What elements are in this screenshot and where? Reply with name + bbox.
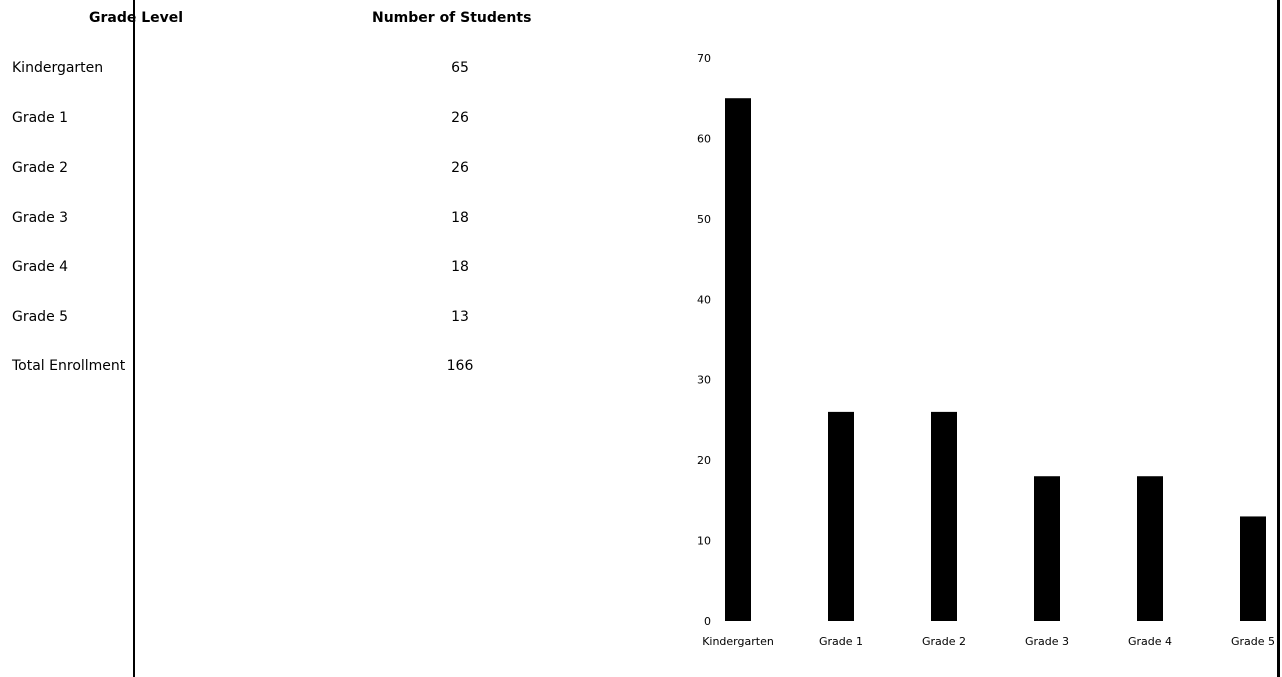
bar <box>1137 476 1163 621</box>
row-value: 166 <box>446 358 474 374</box>
row-label: Grade 4 <box>12 259 69 275</box>
bar <box>1240 516 1266 621</box>
table-header-number-of-students: Number of Students <box>372 10 532 26</box>
bar <box>1034 476 1060 621</box>
y-tick-label: 30 <box>697 374 711 387</box>
row-value: 26 <box>451 160 469 176</box>
x-tick-label: Grade 5 <box>1231 635 1275 648</box>
row-label: Grade 2 <box>12 160 69 176</box>
row-value: 18 <box>451 210 469 226</box>
x-tick-label: Grade 4 <box>1128 635 1172 648</box>
x-tick-label: Kindergarten <box>702 635 774 648</box>
x-tick-label: Grade 1 <box>819 635 863 648</box>
row-label: Grade 1 <box>12 110 69 126</box>
row-label: Total Enrollment <box>12 358 126 374</box>
row-value: 65 <box>451 60 469 76</box>
x-tick-label: Grade 2 <box>922 635 966 648</box>
row-label: Kindergarten <box>12 60 104 76</box>
y-tick-label: 0 <box>704 615 711 628</box>
y-tick-label: 70 <box>697 52 711 65</box>
table-header-grade-level: Grade Level <box>89 10 184 26</box>
y-tick-label: 50 <box>697 213 711 226</box>
bar <box>931 411 957 621</box>
bar <box>725 98 751 621</box>
row-value: 18 <box>451 259 469 275</box>
y-tick-label: 60 <box>697 132 711 145</box>
row-value: 26 <box>451 110 469 126</box>
y-tick-label: 10 <box>697 535 711 548</box>
x-tick-label: Grade 3 <box>1025 635 1069 648</box>
row-label: Grade 3 <box>12 210 69 226</box>
bar <box>828 411 854 621</box>
table-column-divider <box>133 0 135 677</box>
right-border <box>1277 0 1280 677</box>
row-label: Grade 5 <box>12 309 69 325</box>
row-value: 13 <box>451 309 469 325</box>
y-tick-label: 40 <box>697 293 711 306</box>
y-tick-label: 20 <box>697 454 711 467</box>
